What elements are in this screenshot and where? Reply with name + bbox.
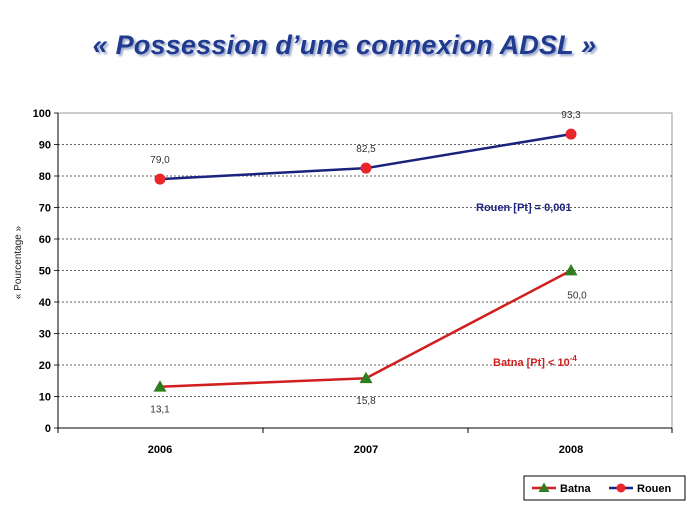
series-layer: 13,1 15,8 50,0 79,0 82,5 93,3 <box>150 110 587 416</box>
y-tick-label: 70 <box>39 203 51 215</box>
marker-rouen <box>154 173 166 185</box>
marker-batna <box>564 264 578 276</box>
y-tick-label: 40 <box>39 297 51 309</box>
data-label-batna: 15,8 <box>356 396 376 407</box>
legend: Batna Rouen <box>523 475 686 501</box>
x-tick-label: 2008 <box>559 444 583 456</box>
x-axis-ticks: 2006 2007 2008 <box>57 428 673 456</box>
legend-marker-rouen <box>616 483 626 493</box>
x-tick-label: 2007 <box>354 444 378 456</box>
x-tick-label: 2006 <box>148 444 172 456</box>
legend-marker-batna <box>538 482 550 492</box>
y-axis-label: « Pourcentage » <box>13 225 24 299</box>
y-tick-label: 0 <box>45 423 51 435</box>
data-label-rouen: 93,3 <box>561 110 581 121</box>
data-label-rouen: 82,5 <box>356 144 376 155</box>
data-label-rouen: 79,0 <box>150 155 170 166</box>
legend-label-rouen: Rouen <box>637 483 672 495</box>
y-tick-label: 30 <box>39 329 51 341</box>
marker-rouen <box>565 128 577 140</box>
y-tick-label: 100 <box>33 108 51 120</box>
y-tick-label: 10 <box>39 392 51 404</box>
data-label-batna: 50,0 <box>567 291 587 302</box>
y-tick-label: 50 <box>39 266 51 278</box>
annotations: Rouen [Pt] = 0,001 Batna [Pt] < 10-4 <box>476 202 577 369</box>
annotation-batna: Batna [Pt] < 10-4 <box>493 354 577 369</box>
y-tick-label: 60 <box>39 234 51 246</box>
y-tick-label: 80 <box>39 171 51 183</box>
y-axis-ticks: 0 10 20 30 40 50 60 70 80 90 100 <box>33 108 672 435</box>
marker-rouen <box>360 162 372 174</box>
annotation-batna-exponent: -4 <box>570 354 578 363</box>
y-tick-label: 20 <box>39 360 51 372</box>
y-tick-label: 90 <box>39 140 51 152</box>
marker-batna <box>153 380 167 392</box>
marker-batna <box>359 371 373 384</box>
data-label-batna: 13,1 <box>150 405 170 416</box>
slide-title: « Possession d’une connexion ADSL » <box>92 30 597 60</box>
annotation-rouen: Rouen [Pt] = 0,001 <box>476 202 572 214</box>
legend-label-batna: Batna <box>560 483 591 495</box>
